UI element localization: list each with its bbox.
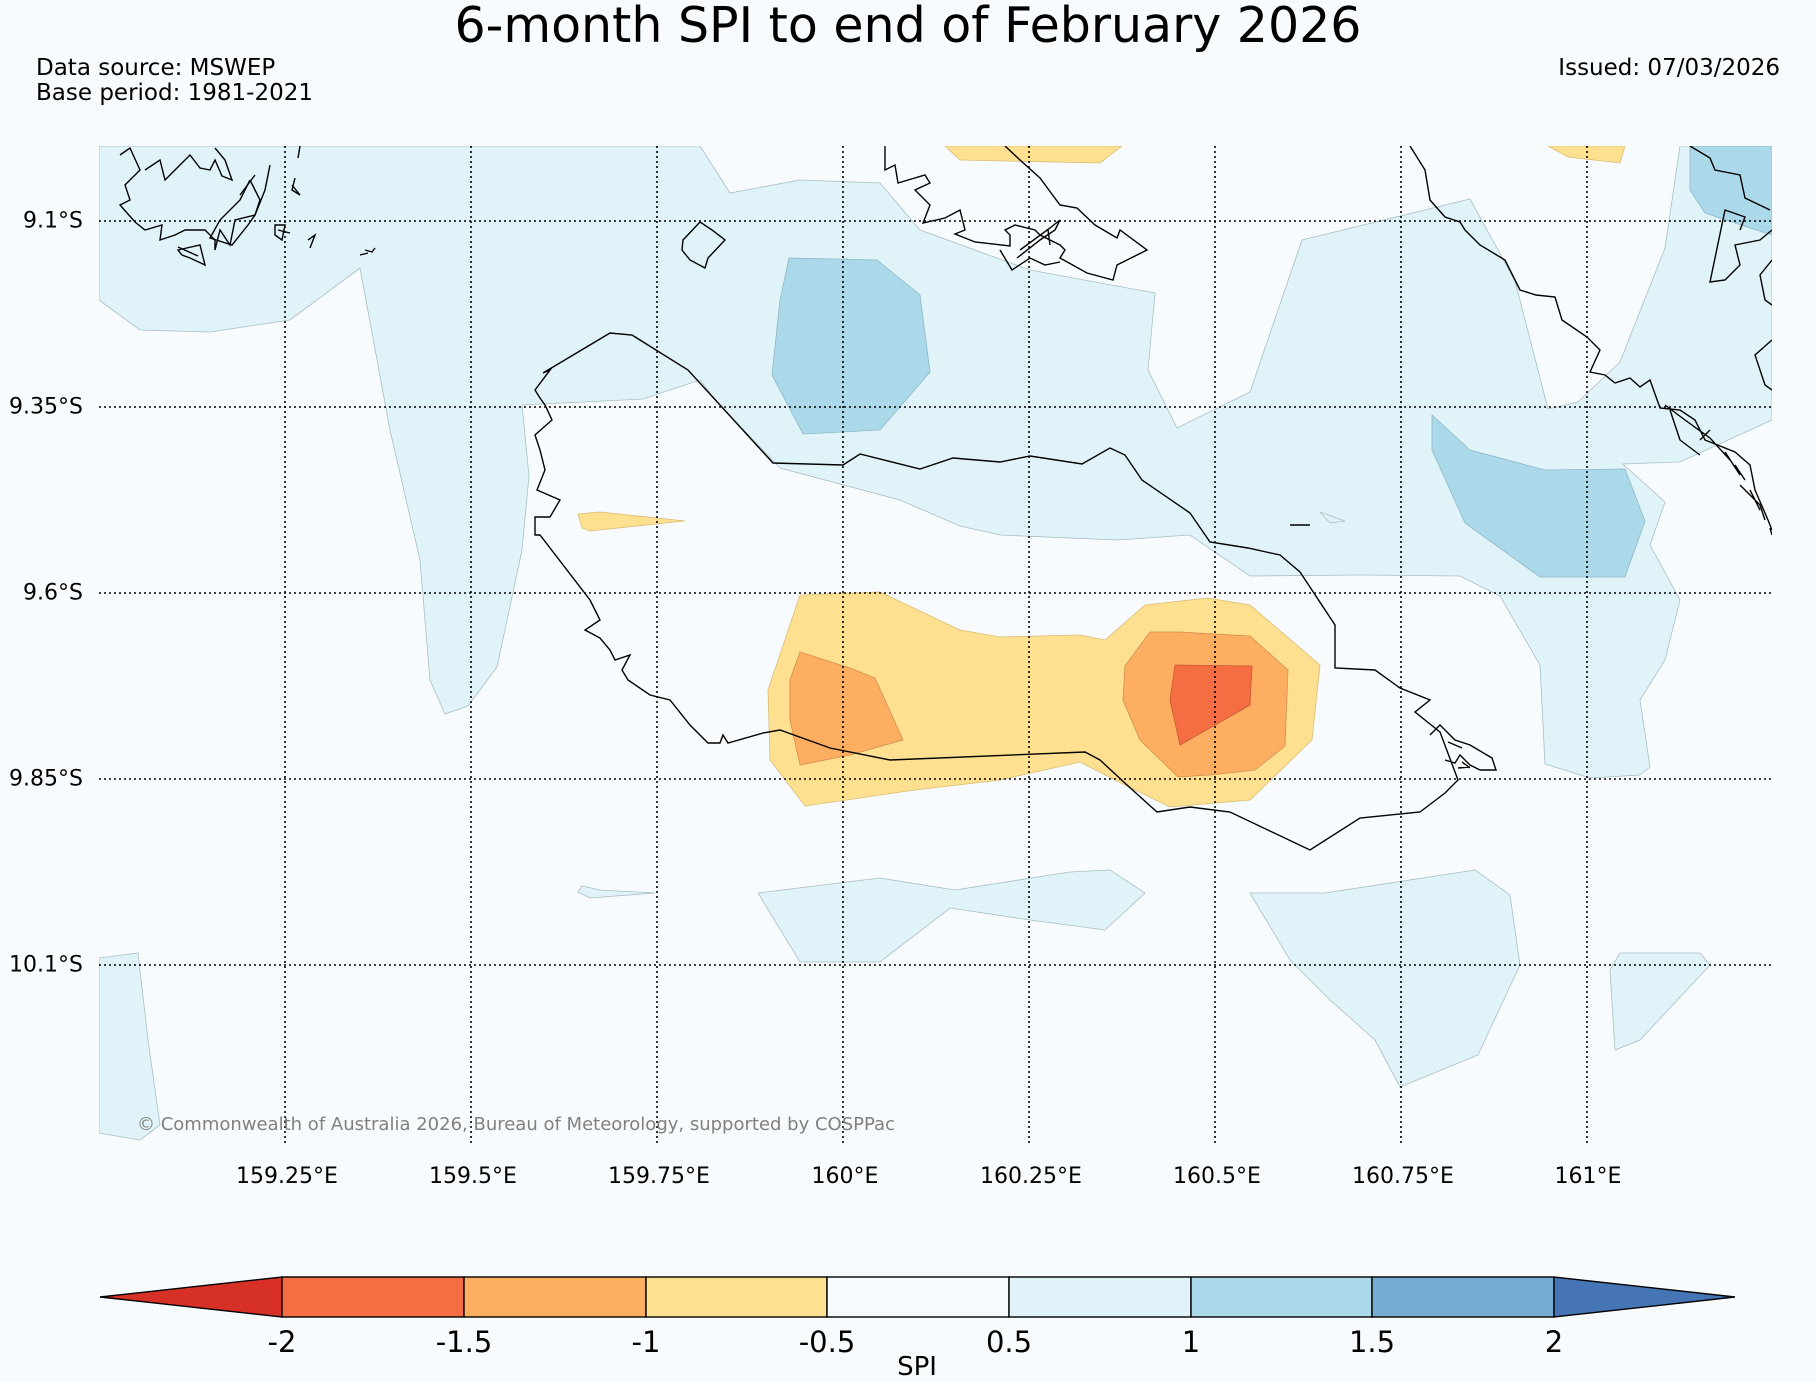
lon-label: 161°E xyxy=(1554,1164,1622,1189)
lat-label: 9.85°S xyxy=(9,766,83,792)
contour-wet-far-east xyxy=(1609,952,1711,1051)
contour-wet-north-blob xyxy=(771,257,931,435)
contour-dry-north-top-east xyxy=(1547,146,1626,164)
coastline-island-small xyxy=(681,221,727,270)
colorbar-bin-p1-p1.5 xyxy=(1190,1276,1373,1318)
coastline-guadalcanal xyxy=(534,332,1459,851)
lon-label: 159.25°E xyxy=(236,1164,338,1189)
issued-date: Issued: 07/03/2026 xyxy=(1558,55,1780,81)
lat-label: 9.6°S xyxy=(23,580,83,606)
colorbar-tick: 1 xyxy=(1181,1325,1201,1359)
lon-label: 160.75°E xyxy=(1352,1164,1454,1189)
colorbar-bin-m2-m1.5 xyxy=(281,1276,465,1318)
map-title: 6-month SPI to end of February 2026 xyxy=(454,0,1362,54)
lon-label: 159.5°E xyxy=(429,1164,517,1189)
lon-label: 160°E xyxy=(811,1164,879,1189)
data-source: Data source: MSWEP xyxy=(36,55,276,81)
copyright-notice: © Commonwealth of Australia 2026, Bureau… xyxy=(137,1114,895,1135)
contour-wet-dot xyxy=(1319,511,1346,524)
colorbar-label: SPI xyxy=(897,1352,937,1382)
colorbar-tick: -1 xyxy=(631,1325,661,1359)
lat-label: 10.1°S xyxy=(9,952,83,978)
colorbar-tick: 1.5 xyxy=(1348,1325,1396,1359)
colorbar-bin-m1-m0.5 xyxy=(645,1276,828,1318)
colorbar-tick: -2 xyxy=(267,1325,297,1359)
lon-label: 159.75°E xyxy=(608,1164,710,1189)
contour-dry-small-west xyxy=(577,511,686,532)
coastline-west-islands-a xyxy=(118,146,271,251)
coastline-florida-interior xyxy=(999,219,1061,271)
contour-wet-small-west xyxy=(577,885,656,899)
coastline-east-tip xyxy=(1429,724,1497,771)
contour-dry-west-core xyxy=(789,651,904,766)
colorbar-bin-neutral xyxy=(826,1276,1010,1318)
coastline-west-islands-d xyxy=(239,146,376,256)
contour-wet-south-east xyxy=(1249,869,1521,1088)
colorbar-extend-high xyxy=(1553,1276,1736,1318)
lon-label: 160.25°E xyxy=(980,1164,1082,1189)
coastline-florida-islands xyxy=(884,146,1149,281)
coastline-west-islands-b xyxy=(144,147,234,182)
colorbar xyxy=(99,1276,1736,1318)
contour-wet-southwest-strip xyxy=(99,952,161,1141)
colorbar-bin-m1.5-m1 xyxy=(463,1276,647,1318)
colorbar-tick: 0.5 xyxy=(985,1325,1033,1359)
contour-dry-severe-core xyxy=(1169,664,1253,746)
colorbar-tick: -0.5 xyxy=(798,1325,856,1359)
graticule xyxy=(99,146,1772,1144)
colorbar-tick: 2 xyxy=(1544,1325,1564,1359)
contour-wet-northeast-corner xyxy=(1689,146,1772,236)
colorbar-bin-p1.5-p2 xyxy=(1371,1276,1555,1318)
coastlines xyxy=(118,146,1772,851)
colorbar-extend-low xyxy=(99,1276,283,1318)
coastline-malaita-east xyxy=(1689,146,1772,391)
lat-label: 9.35°S xyxy=(9,394,83,420)
contour-wet-east-blob xyxy=(1431,414,1646,578)
contour-wet-north-band xyxy=(99,146,1772,779)
base-period: Base period: 1981-2021 xyxy=(36,80,314,106)
coastline-west-islands-c xyxy=(176,179,261,267)
colorbar-bin-p0.5-p1 xyxy=(1008,1276,1192,1318)
colorbar-tick: -1.5 xyxy=(435,1325,493,1359)
coastline-malaita-south xyxy=(1664,404,1772,536)
metadata-left: Data source: MSWEP Base period: 1981-202… xyxy=(36,56,313,106)
lat-label: 9.1°S xyxy=(23,208,83,234)
spi-contours xyxy=(99,146,1772,1141)
contour-dry-north-top xyxy=(944,146,1123,164)
lon-label: 160.5°E xyxy=(1173,1164,1261,1189)
contour-wet-south-mid xyxy=(757,869,1146,963)
